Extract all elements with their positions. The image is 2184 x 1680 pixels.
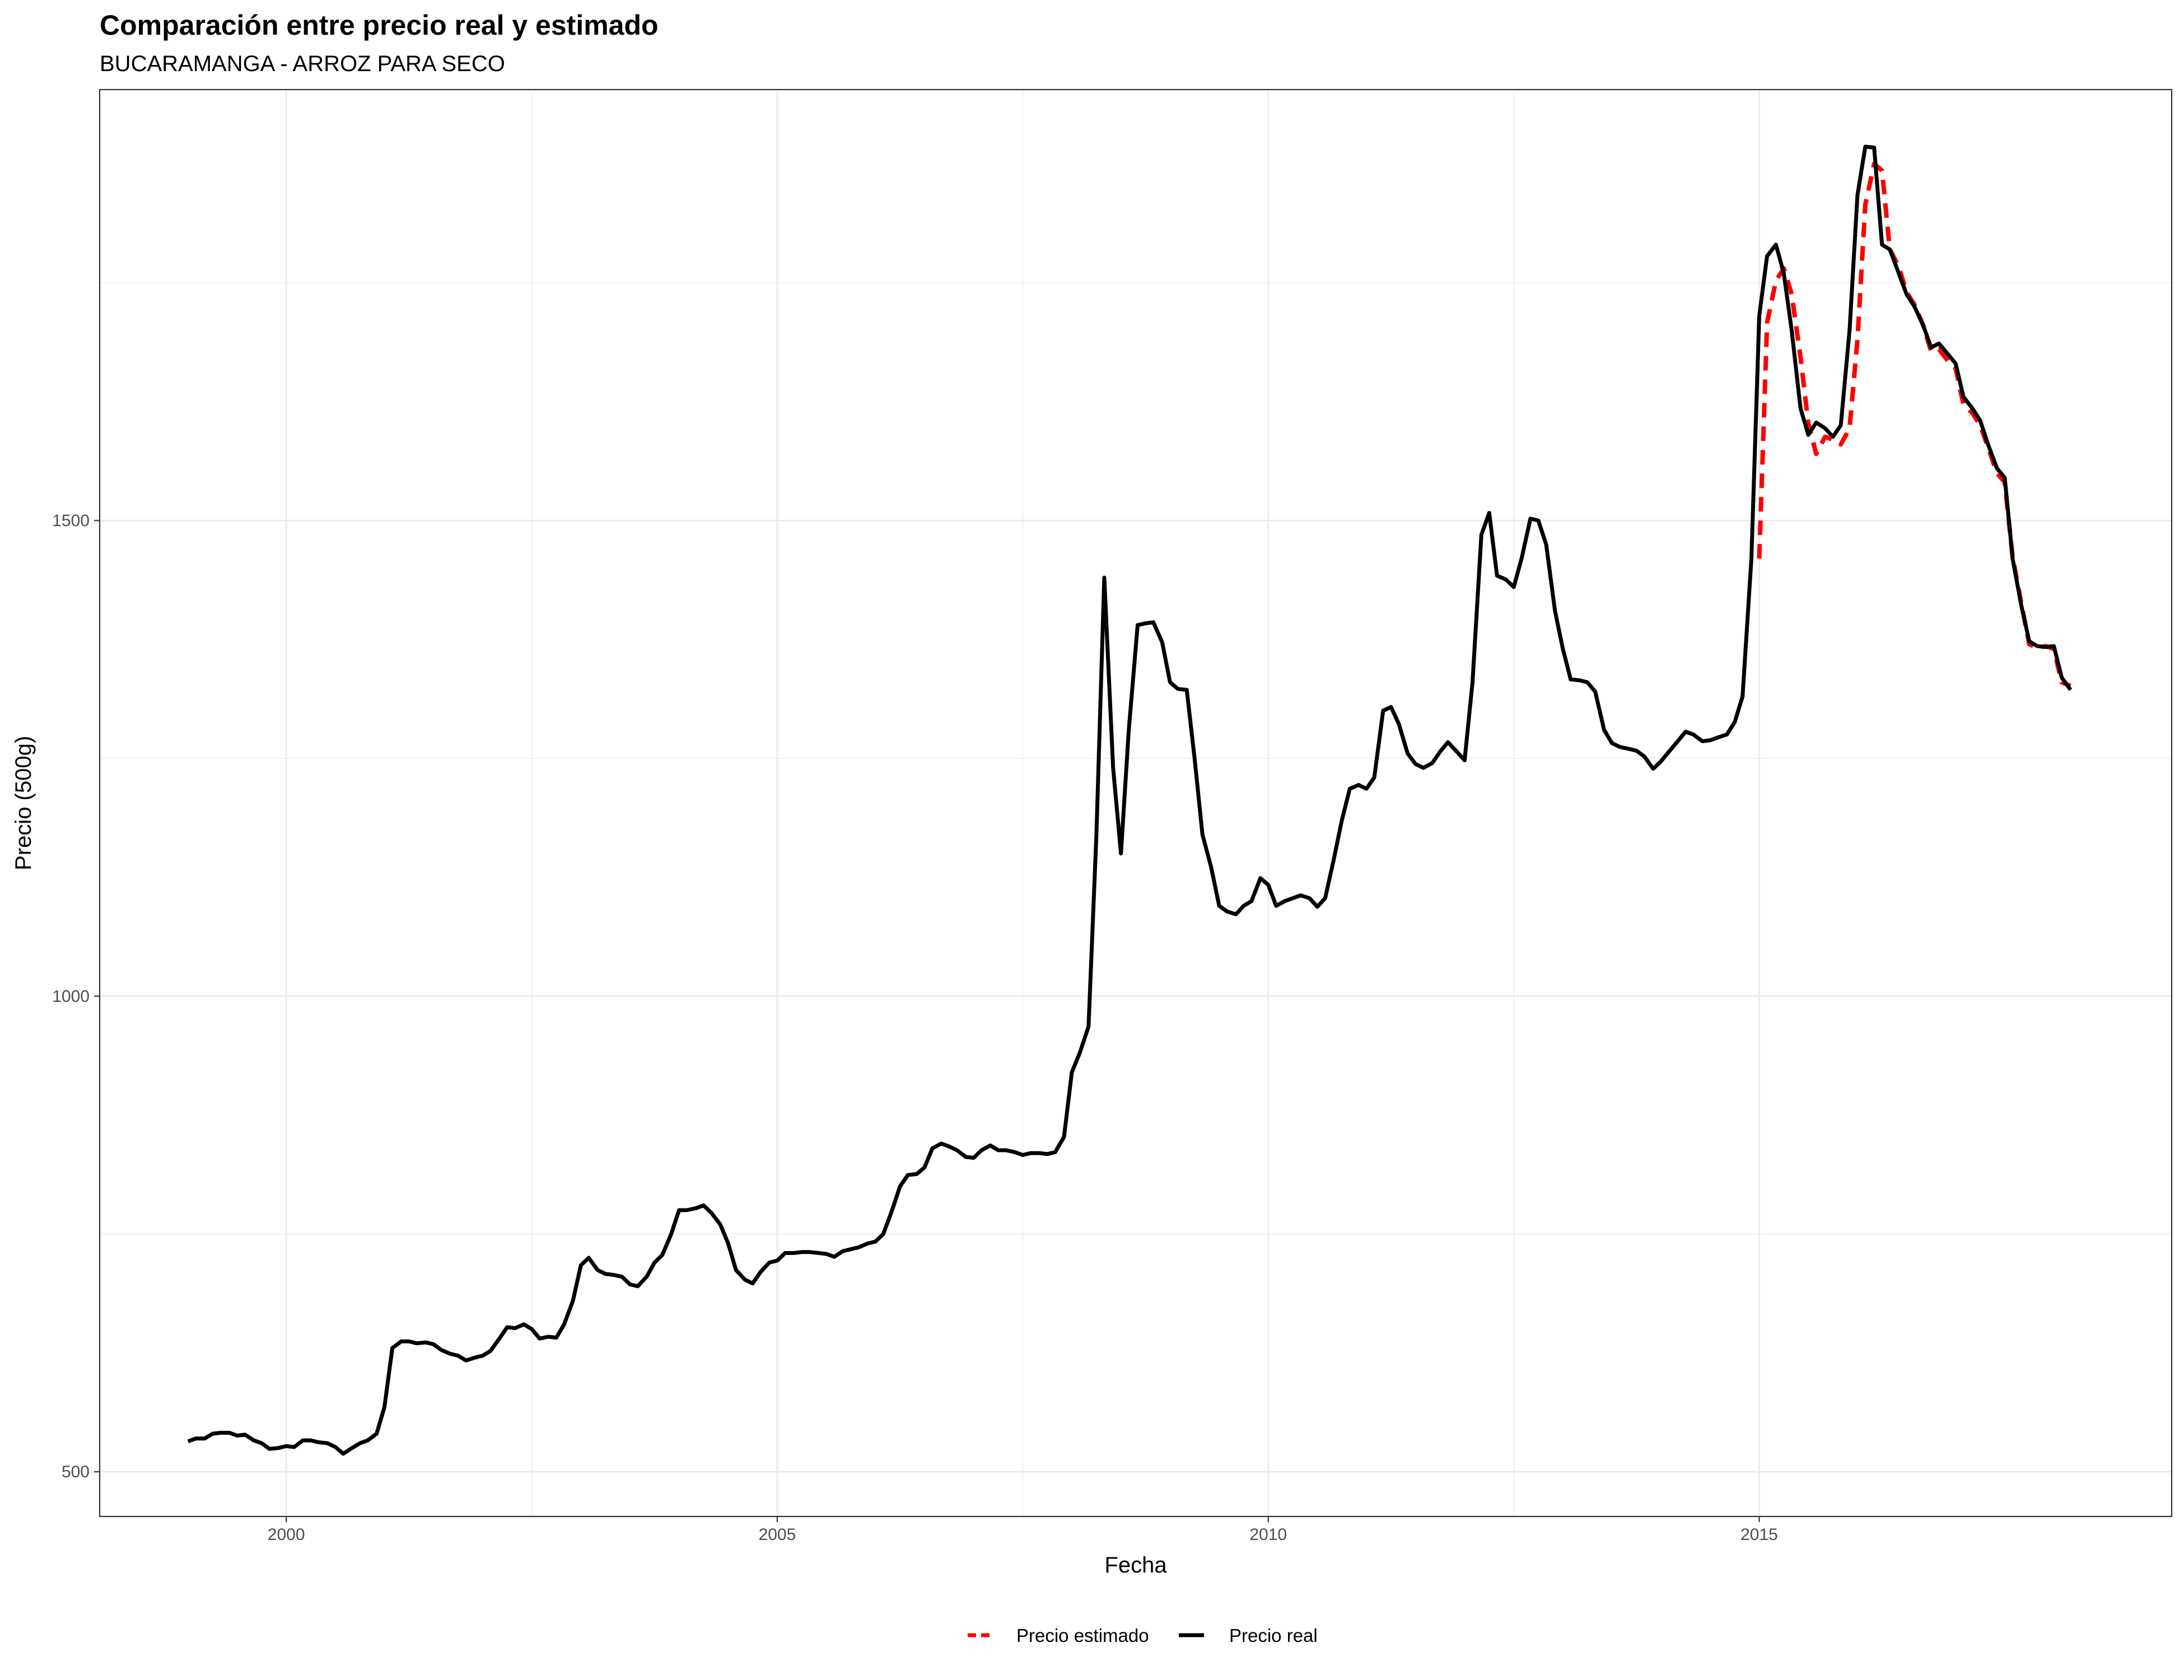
series-precio-real-line [187, 144, 2073, 1456]
chart-subtitle: BUCARAMANGA - ARROZ PARA SECO [100, 52, 505, 76]
y-tick-label: 500 [62, 1463, 90, 1481]
y-tick-label: 1500 [52, 511, 90, 530]
plot-panel-background [100, 90, 2172, 1516]
plot-panel-border [99, 88, 2173, 1518]
legend: Precio estimado Precio real [968, 1625, 1318, 1646]
x-axis-title: Fecha [1104, 1553, 1167, 1578]
x-axis: 2000 2005 2010 2015 [268, 1516, 1778, 1544]
x-tick-label: 2005 [759, 1525, 796, 1544]
y-tick-label: 1000 [52, 987, 90, 1006]
y-axis-title: Precio (500g) [11, 736, 36, 870]
x-tick-label: 2010 [1249, 1525, 1287, 1544]
x-tick-label: 2015 [1740, 1525, 1778, 1544]
legend-label-precio-real: Precio real [1229, 1625, 1318, 1646]
chart-title: Comparación entre precio real y estimado [100, 10, 659, 41]
legend-label-precio-estimado: Precio estimado [1016, 1625, 1149, 1646]
x-tick-label: 2000 [268, 1525, 305, 1544]
series-lines [187, 144, 2073, 1456]
y-axis: 500 1000 1500 [52, 511, 100, 1481]
grid-lines [100, 90, 2172, 1516]
